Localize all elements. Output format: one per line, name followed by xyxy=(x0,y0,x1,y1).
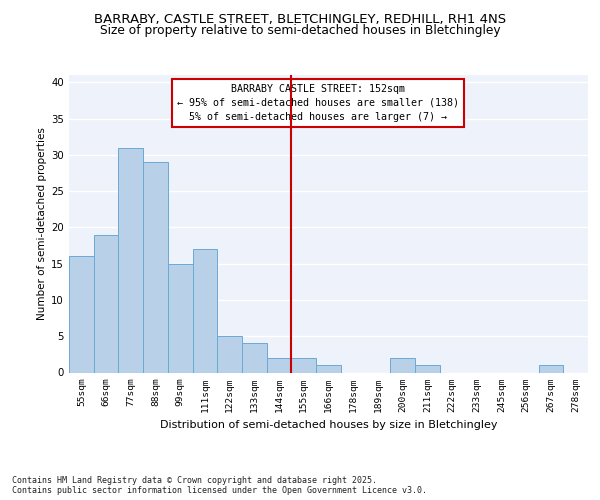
Bar xyxy=(69,256,94,372)
Bar xyxy=(390,358,415,372)
Y-axis label: Number of semi-detached properties: Number of semi-detached properties xyxy=(37,128,47,320)
Text: Size of property relative to semi-detached houses in Bletchingley: Size of property relative to semi-detach… xyxy=(100,24,500,37)
Bar xyxy=(118,148,143,372)
Text: BARRABY CASTLE STREET: 152sqm
← 95% of semi-detached houses are smaller (138)
5%: BARRABY CASTLE STREET: 152sqm ← 95% of s… xyxy=(177,84,459,122)
Bar xyxy=(193,249,217,372)
Bar xyxy=(94,234,118,372)
Bar xyxy=(242,344,267,372)
Bar xyxy=(143,162,168,372)
Bar xyxy=(168,264,193,372)
Text: BARRABY, CASTLE STREET, BLETCHINGLEY, REDHILL, RH1 4NS: BARRABY, CASTLE STREET, BLETCHINGLEY, RE… xyxy=(94,12,506,26)
Bar xyxy=(316,365,341,372)
Bar xyxy=(267,358,292,372)
Bar xyxy=(217,336,242,372)
Text: Contains HM Land Registry data © Crown copyright and database right 2025.
Contai: Contains HM Land Registry data © Crown c… xyxy=(12,476,427,495)
Bar xyxy=(292,358,316,372)
Bar xyxy=(415,365,440,372)
Bar xyxy=(539,365,563,372)
X-axis label: Distribution of semi-detached houses by size in Bletchingley: Distribution of semi-detached houses by … xyxy=(160,420,497,430)
